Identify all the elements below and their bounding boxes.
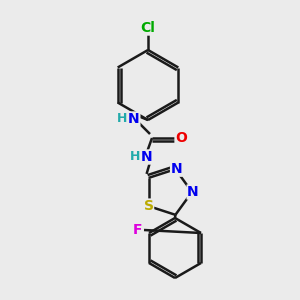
Text: H: H <box>130 151 140 164</box>
Text: N: N <box>128 112 140 126</box>
Text: N: N <box>187 185 199 199</box>
Text: F: F <box>133 223 143 237</box>
Text: Cl: Cl <box>141 21 155 35</box>
Text: O: O <box>175 131 187 145</box>
Text: S: S <box>144 199 154 213</box>
Text: N: N <box>171 162 182 176</box>
Text: H: H <box>117 112 127 125</box>
Text: N: N <box>141 150 153 164</box>
